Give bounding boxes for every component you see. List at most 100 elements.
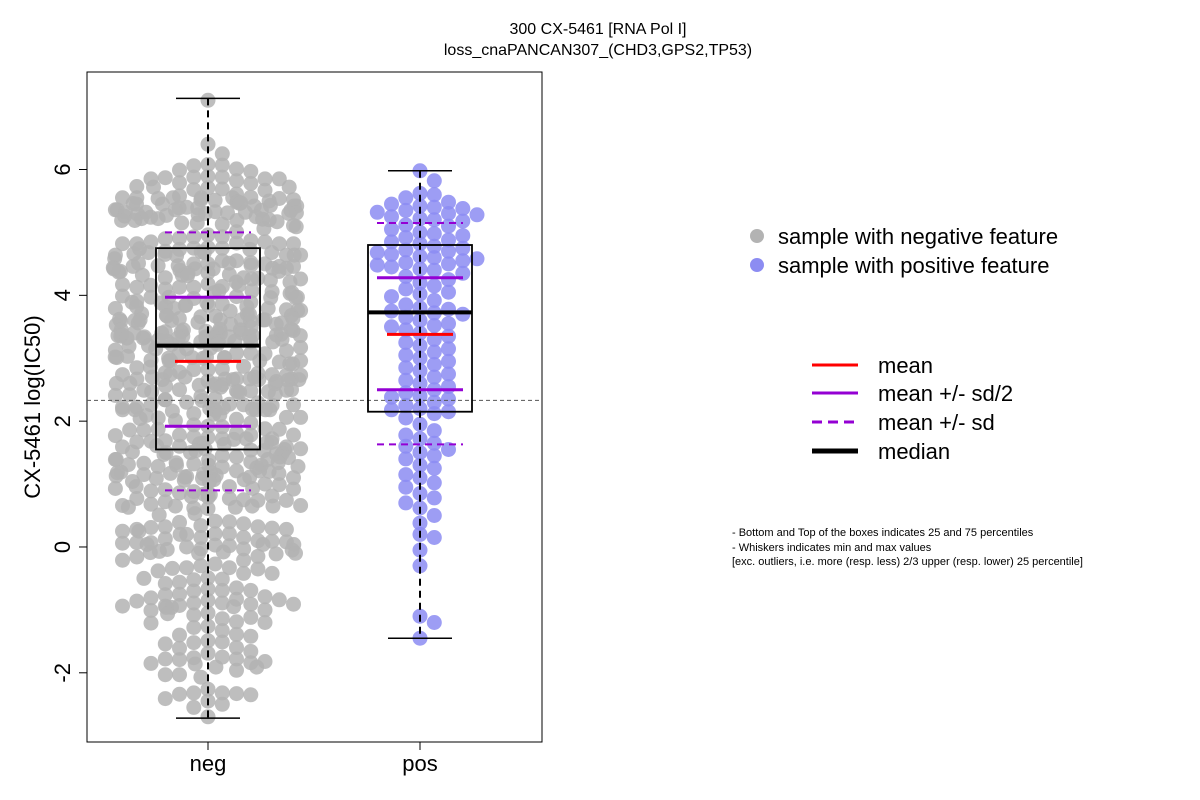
data-point-pos-77 [398, 360, 414, 376]
data-point-neg-601 [186, 620, 202, 635]
data-point-neg-38 [207, 192, 223, 208]
data-point-neg-571 [186, 583, 202, 599]
data-point-neg-299 [129, 360, 145, 376]
data-point-pos-64 [384, 319, 399, 335]
data-point-neg-454 [271, 465, 287, 481]
data-point-neg-624 [249, 659, 265, 675]
data-point-pos-52 [384, 289, 399, 305]
data-point-neg-565 [172, 574, 187, 590]
data-point-pos-73 [398, 347, 414, 363]
data-point-neg-128 [243, 257, 259, 273]
data-point-neg-486 [183, 489, 199, 505]
data-point-pos-39 [441, 256, 456, 272]
data-point-pos-116 [426, 508, 442, 523]
data-point-neg-199 [222, 303, 238, 319]
data-point-pos-90 [398, 397, 414, 413]
data-point-neg-92 [157, 231, 173, 247]
data-point-pos-101 [398, 438, 414, 454]
data-point-neg-501 [227, 499, 243, 515]
data-point-neg-20 [146, 179, 161, 195]
data-point-neg-545 [191, 545, 207, 561]
data-point-neg-512 [250, 519, 266, 535]
data-point-neg-4 [214, 157, 230, 173]
data-point-neg-82 [189, 215, 205, 231]
data-point-neg-522 [172, 526, 188, 542]
data-point-neg-634 [243, 687, 259, 703]
y-tick-label-4: 4 [50, 289, 75, 301]
data-point-neg-96 [229, 235, 244, 251]
data-point-pos-75 [441, 353, 456, 369]
data-point-pos-48 [426, 278, 442, 294]
data-point-neg-519 [207, 526, 223, 542]
data-point-neg-94 [257, 234, 273, 250]
data-point-neg-381 [229, 411, 244, 427]
data-point-neg-561 [200, 570, 216, 586]
data-point-neg-631 [186, 685, 202, 701]
data-point-neg-19 [129, 179, 145, 194]
data-point-neg-16 [229, 173, 244, 189]
data-point-neg-263 [265, 334, 281, 350]
data-point-neg-455 [162, 465, 178, 481]
data-point-neg-444 [150, 459, 166, 474]
data-point-pos-76 [426, 357, 442, 372]
data-point-pos-112 [412, 486, 428, 501]
legend-label-median: median [878, 439, 950, 464]
data-point-neg-91 [172, 230, 187, 246]
data-point-neg-506 [207, 513, 223, 529]
data-point-pos-98 [398, 427, 414, 443]
data-point-neg-99 [286, 236, 301, 252]
data-point-neg-509 [236, 516, 252, 532]
data-point-neg-346 [122, 387, 138, 403]
data-point-neg-6 [229, 161, 244, 177]
data-point-neg-476 [245, 481, 261, 496]
data-point-pos-17 [455, 213, 471, 229]
data-point-neg-21 [281, 179, 297, 195]
data-point-neg-579 [129, 593, 145, 609]
data-point-neg-549 [129, 549, 145, 565]
data-point-neg-160 [143, 277, 158, 293]
data-point-neg-335 [172, 382, 187, 398]
data-point-neg-143 [111, 264, 127, 280]
data-point-neg-603 [229, 626, 244, 642]
data-point-neg-111 [140, 245, 156, 261]
data-point-neg-557 [250, 561, 266, 577]
data-point-neg-155 [262, 272, 278, 288]
data-point-neg-516 [278, 521, 294, 537]
data-point-neg-618 [172, 652, 187, 668]
data-point-pos-8 [426, 199, 442, 215]
data-point-neg-244 [292, 328, 308, 344]
data-point-neg-154 [244, 271, 260, 287]
data-point-neg-124 [221, 255, 237, 271]
data-point-neg-597 [229, 614, 244, 630]
data-point-neg-167 [244, 283, 260, 299]
data-point-neg-159 [115, 277, 130, 293]
data-point-pos-30 [398, 242, 414, 258]
axes-layer: -2 0 2 4 6 neg pos [50, 163, 438, 776]
data-point-neg-344 [230, 384, 246, 400]
note-line-3: [exc. outliers, i.e. more (resp. less) 2… [732, 556, 1083, 568]
data-point-pos-72 [426, 344, 442, 360]
data-point-neg-548 [250, 548, 266, 564]
data-point-neg-497 [167, 498, 183, 514]
data-point-neg-573 [157, 587, 173, 603]
data-point-pos-67 [441, 328, 456, 344]
data-point-pos-50 [441, 284, 456, 300]
data-point-pos-5 [441, 194, 456, 210]
data-point-neg-65 [281, 206, 297, 221]
chart-subtitle: loss_cnaPANCAN307_(CHD3,GPS2,TP53) [444, 42, 752, 59]
data-point-pos-12 [441, 206, 456, 221]
data-point-pos-54 [398, 297, 414, 313]
data-point-neg-498 [265, 498, 281, 514]
data-point-neg-469 [201, 474, 217, 489]
data-point-pos-20 [384, 221, 399, 237]
data-point-neg-375 [212, 407, 228, 423]
data-point-neg-45 [154, 196, 170, 212]
data-point-neg-151 [157, 270, 173, 286]
data-point-neg-559 [236, 565, 252, 581]
y-tick-label-0: 0 [50, 541, 75, 553]
data-point-neg-500 [120, 499, 136, 515]
data-point-neg-578 [200, 593, 216, 608]
data-point-neg-577 [271, 592, 287, 608]
data-point-pos-25 [441, 232, 456, 248]
data-point-pos-89 [426, 394, 442, 410]
